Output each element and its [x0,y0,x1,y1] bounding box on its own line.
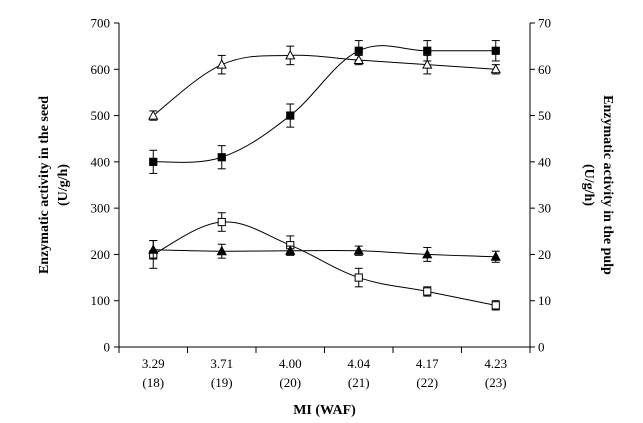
axes [114,22,535,353]
x-category-label: 4.17 [416,356,439,371]
series-filled-square [149,40,500,174]
right-axis-title: Enzymatic activity in the pulp (U/g/h) [581,95,615,275]
left-tick-label: 700 [91,16,111,31]
right-tick-label: 40 [538,154,551,169]
left-axis-title-line: Enzymatic activity in the seed [37,96,52,274]
data-point-filled-square [286,111,295,120]
data-point-filled-triangle [422,248,433,259]
x-subcategory-label: (23) [485,375,507,390]
data-point-filled-square [423,46,432,55]
left-axis-title: Enzymatic activity in the seed (U/g/h) [37,96,71,274]
right-tick-label: 10 [538,293,551,308]
left-tick-label: 300 [91,201,111,216]
data-point-open-square [491,301,500,310]
data-point-filled-square [354,46,363,55]
left-axis-title-line: (U/g/h) [56,164,71,206]
data-point-filled-square [149,157,158,166]
x-subcategory-label: (21) [348,375,370,390]
data-point-filled-triangle [285,245,296,255]
data-point-open-triangle [148,110,159,120]
data-point-open-square [217,217,226,227]
data-point-open-triangle [422,59,433,69]
series-line [153,45,496,163]
left-tick-label: 400 [91,154,111,169]
series-line [153,249,496,258]
left-tick-label: 500 [91,108,111,123]
left-tick-label: 600 [91,62,111,77]
series-open-triangle [148,45,501,121]
series-layer [148,40,501,311]
x-category-label: 3.71 [210,356,233,371]
right-tick-label: 70 [538,16,551,31]
x-subcategory-label: (18) [142,375,164,390]
right-tick-label: 0 [538,340,545,355]
data-point-open-square [423,287,432,296]
left-tick-label: 100 [91,293,111,308]
series-line [152,54,496,116]
data-point-open-triangle [353,54,364,65]
labels: 0 100 200 300 400 500 600 700 0 10 20 30 40 50 60 70 3.2… [37,16,615,419]
x-axis-title: MI (WAF) [293,403,356,418]
x-subcategory-label: (20) [279,375,301,390]
data-point-filled-square [491,46,500,55]
x-category-label: 4.04 [347,356,370,371]
data-point-filled-triangle [353,245,364,255]
left-tick-label: 200 [91,247,111,262]
x-subcategory-label: (19) [211,375,233,390]
right-axis-title-line: (U/g/h) [581,164,596,206]
x-category-label: 3.29 [142,356,165,371]
data-point-filled-triangle [216,245,227,256]
right-tick-label: 30 [538,201,551,216]
x-category-label: 4.00 [279,356,302,371]
x-subcategory-label: (22) [416,375,438,390]
right-axis-title-line: Enzymatic activity in the pulp [600,95,615,275]
series-open-square [149,212,500,311]
data-point-filled-triangle [490,251,501,261]
right-tick-label: 50 [538,108,551,123]
data-point-open-square [354,273,363,282]
left-tick-label: 0 [104,340,111,355]
x-category-label: 4.23 [484,356,507,371]
data-point-open-triangle [490,63,501,74]
series-filled-triangle [148,240,501,263]
data-point-open-triangle [285,49,296,60]
right-tick-label: 60 [538,62,551,77]
data-point-open-triangle [216,59,227,69]
data-point-filled-triangle [148,244,159,254]
data-point-filled-square [217,153,226,162]
series-line [153,221,496,306]
right-tick-label: 20 [538,247,551,262]
